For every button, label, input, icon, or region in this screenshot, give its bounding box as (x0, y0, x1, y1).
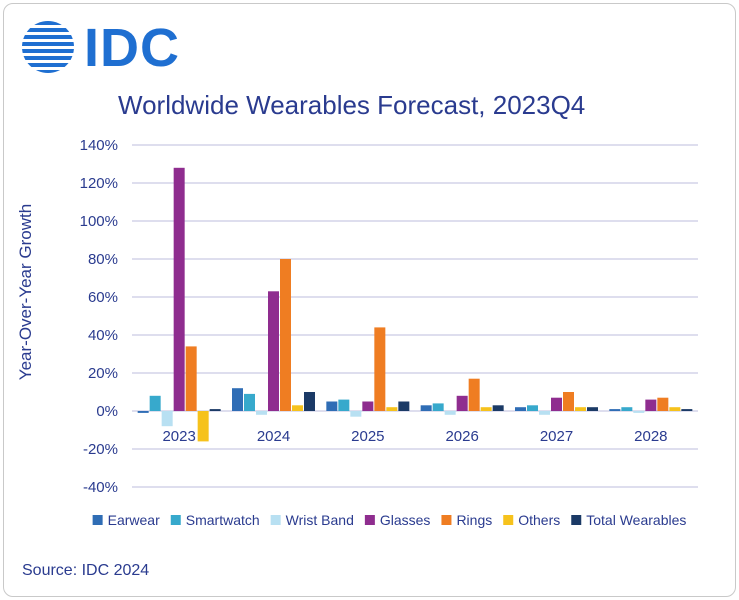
bar-rings-2028 (657, 397, 669, 411)
legend-swatch-glasses (364, 515, 375, 525)
bar-others-2028 (669, 407, 681, 411)
bar-earwear-2025 (326, 401, 338, 411)
y-tick-label: -40% (83, 479, 118, 496)
bar-wrist-band-2027 (539, 411, 550, 415)
bars (137, 167, 693, 442)
bar-smartwatch-2028 (621, 407, 633, 411)
bar-others-2023 (197, 411, 209, 442)
bar-wrist-band-2023 (161, 411, 173, 427)
legend-label-wrist-band: Wrist Band (286, 512, 354, 528)
bar-others-2025 (386, 407, 398, 411)
legend-swatch-smartwatch (170, 515, 181, 525)
bar-smartwatch-2024 (244, 393, 255, 411)
legend-label-earwear: Earwear (108, 512, 160, 528)
bar-others-2026 (480, 407, 492, 411)
bar-rings-2024 (280, 259, 291, 411)
legend-swatch-total-wearables (571, 515, 582, 525)
legend-label-smartwatch: Smartwatch (186, 512, 260, 528)
x-tick-label: 2026 (445, 428, 478, 445)
bar-others-2027 (575, 407, 586, 411)
bar-glasses-2024 (268, 291, 279, 411)
y-tick-label: 20% (88, 365, 118, 382)
x-tick-label: 2023 (162, 428, 195, 445)
bar-glasses-2023 (173, 167, 185, 411)
bar-earwear-2024 (232, 388, 243, 411)
logo-text: IDC (84, 18, 180, 78)
y-tick-label: 140% (80, 137, 118, 154)
bar-rings-2026 (468, 378, 480, 411)
chart-title: Worldwide Wearables Forecast, 2023Q4 (118, 90, 586, 120)
legend-swatch-rings (441, 515, 452, 525)
chart-card (3, 3, 736, 597)
bar-wrist-band-2026 (444, 411, 456, 415)
bar-others-2024 (292, 405, 303, 411)
bar-total-wearables-2027 (587, 407, 598, 411)
bar-wrist-band-2028 (633, 411, 645, 413)
bar-earwear-2027 (515, 407, 526, 411)
legend-label-total-wearables: Total Wearables (586, 512, 686, 528)
bar-rings-2027 (563, 392, 574, 411)
bar-total-wearables-2028 (681, 409, 693, 411)
legend-swatch-others (503, 515, 514, 525)
gridlines (132, 144, 698, 488)
y-tick-labels: -40% -20% 0% 20% 40% 60% 80% 100% 120% 140% (80, 137, 118, 496)
source-note: Source: IDC 2024 (22, 562, 150, 579)
bar-total-wearables-2024 (304, 392, 315, 411)
bar-earwear-2028 (609, 409, 621, 411)
bar-smartwatch-2023 (149, 395, 161, 411)
legend-label-glasses: Glasses (380, 512, 431, 528)
bar-glasses-2026 (456, 395, 468, 411)
idc-logo: IDC (18, 18, 193, 78)
bar-total-wearables-2026 (492, 405, 504, 411)
legend-label-rings: Rings (456, 512, 492, 528)
legend-swatch-earwear (92, 515, 103, 525)
y-tick-label: 0% (96, 403, 118, 420)
legend-swatch-wrist-band (270, 515, 281, 525)
bar-rings-2025 (374, 327, 386, 411)
x-tick-label: 2027 (540, 428, 573, 445)
bar-earwear-2026 (420, 405, 432, 411)
y-tick-label: 120% (80, 175, 118, 192)
bar-wrist-band-2024 (256, 411, 267, 415)
legend-label-others: Others (518, 512, 560, 528)
y-tick-label: 80% (88, 251, 118, 268)
x-tick-label: 2025 (351, 428, 384, 445)
x-tick-label: 2028 (634, 428, 667, 445)
bar-wrist-band-2025 (350, 411, 362, 417)
globe-stripes-icon (22, 21, 74, 73)
x-tick-label: 2024 (257, 428, 290, 445)
legend: Earwear Smartwatch Wrist Band Glasses Rings O… (92, 512, 686, 528)
y-tick-label: 100% (80, 213, 118, 230)
bar-glasses-2028 (645, 399, 657, 411)
bar-total-wearables-2025 (398, 401, 410, 411)
bar-glasses-2027 (551, 397, 562, 411)
y-tick-label: 60% (88, 289, 118, 306)
bar-smartwatch-2027 (527, 405, 538, 411)
y-tick-label: -20% (83, 441, 118, 458)
bar-earwear-2023 (137, 411, 149, 413)
bar-total-wearables-2023 (209, 409, 221, 411)
bar-smartwatch-2025 (338, 399, 350, 411)
y-tick-label: 40% (88, 327, 118, 344)
x-tick-labels: 2023 2024 2025 2026 2027 2028 (162, 428, 667, 445)
bar-smartwatch-2026 (432, 403, 444, 411)
bar-glasses-2025 (362, 401, 374, 411)
bar-rings-2023 (185, 346, 197, 411)
